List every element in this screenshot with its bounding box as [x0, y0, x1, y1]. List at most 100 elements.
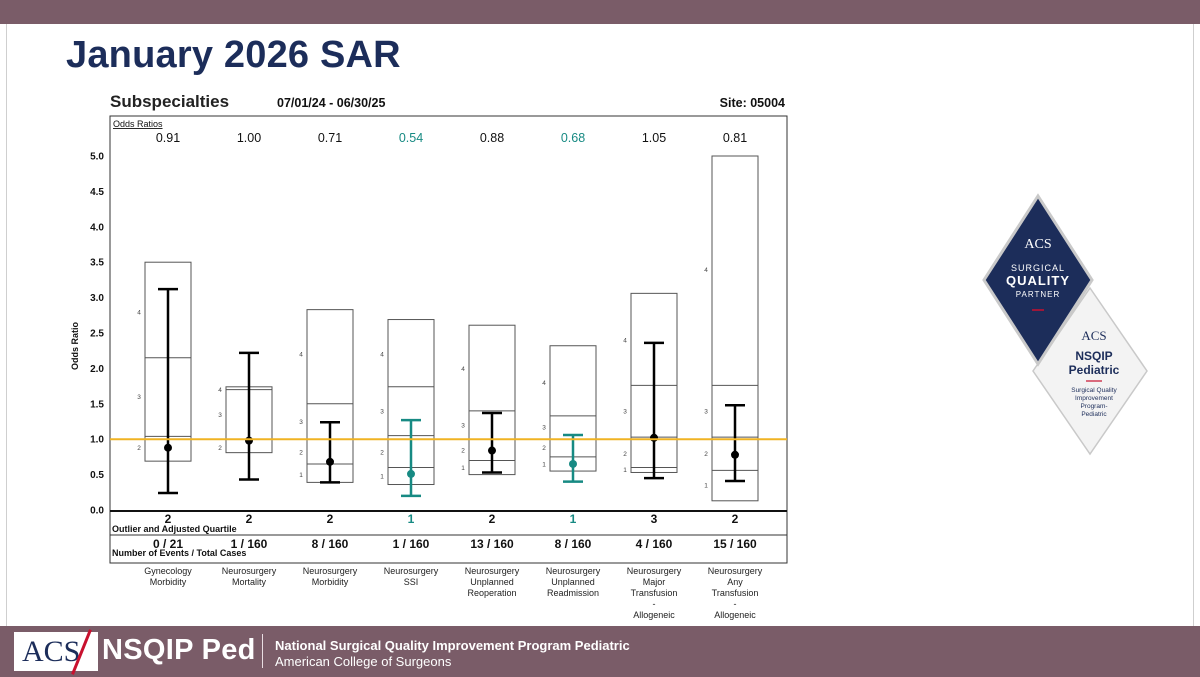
odds-ratio-point: [407, 469, 415, 478]
category-label: Neurosurgery: [303, 566, 358, 576]
odds-panel-frame: [109, 115, 788, 564]
events-total-value: 8 / 160: [312, 537, 349, 551]
category-label: Allogeneic: [633, 610, 675, 620]
quartile-number: 2: [623, 451, 627, 458]
category-label: Unplanned: [551, 577, 595, 587]
category-label: Gynecology: [144, 566, 192, 576]
odds-ratio-point: [488, 446, 496, 455]
top-bar: [0, 0, 1200, 24]
quartile-number: 3: [380, 408, 384, 415]
y-tick-label: 3.0: [90, 293, 104, 304]
quartile-number: 1: [542, 461, 546, 468]
odds-ratio-point: [245, 436, 253, 445]
events-total-value: 1 / 160: [393, 537, 430, 551]
category-label: Mortality: [232, 577, 267, 587]
ped-sub3: Program-: [1080, 403, 1107, 410]
y-tick-label: 0.0: [90, 506, 104, 517]
events-total-value: 15 / 160: [713, 537, 757, 551]
chart-title: Subspecialties: [110, 92, 229, 111]
quartile-number: 3: [542, 425, 546, 432]
ped-sub1: Surgical Quality: [1071, 387, 1117, 394]
category-label: Neurosurgery: [708, 566, 763, 576]
category-label: Neurosurgery: [627, 566, 682, 576]
category-label: -: [653, 599, 656, 609]
quartile-label: Outlier and Adjusted Quartile: [112, 524, 237, 534]
adjusted-quartile-value: 1: [570, 512, 577, 526]
events-total-value: 13 / 160: [470, 537, 514, 551]
quartile-number: 3: [704, 408, 708, 415]
odds-ratio-value: 1.05: [642, 131, 666, 145]
quartile-number: 3: [623, 408, 627, 415]
category-label: Morbidity: [150, 577, 187, 587]
category-label: Any: [727, 577, 743, 587]
left-border: [6, 24, 7, 626]
sqp-line2: QUALITY: [1006, 273, 1070, 288]
odds-ratio-point: [326, 457, 334, 466]
sqp-acs-text: ACS: [1024, 237, 1051, 252]
category-label: Neurosurgery: [465, 566, 520, 576]
y-tick-label: 3.5: [90, 258, 104, 269]
category-label: Major: [643, 577, 666, 587]
odds-ratio-point: [164, 443, 172, 452]
quartile-number: 2: [299, 449, 303, 456]
chart-site: Site: 05004: [720, 96, 785, 110]
quartile-number: 2: [461, 447, 465, 454]
adjusted-quartile-value: 2: [732, 512, 739, 526]
quartile-number: 4: [461, 366, 465, 373]
footer-program-fullname: National Surgical Quality Improvement Pr…: [275, 638, 630, 653]
quartile-number: 4: [299, 352, 303, 359]
odds-ratio-value: 0.68: [561, 131, 585, 145]
y-tick-label: 2.5: [90, 329, 104, 340]
category-column: 0.81 1 2 3 4 2 15 / 160 NeurosurgeryAnyTransfus…: [704, 131, 763, 620]
footer-acs-logo: ACS: [14, 629, 98, 675]
quartile-number: 3: [137, 394, 141, 401]
quartile-number: 1: [623, 467, 627, 474]
quartile-number: 2: [542, 445, 546, 452]
y-tick-label: 1.5: [90, 399, 104, 410]
sqp-badge-shape: [982, 193, 1094, 367]
odds-ratios-label: Odds Ratios: [113, 119, 163, 129]
adjusted-quartile-value: 3: [651, 512, 658, 526]
category-label: SSI: [404, 577, 419, 587]
y-tick-label: 5.0: [90, 152, 104, 163]
category-label: Transfusion: [631, 588, 678, 598]
ped-sub2: Improvement: [1075, 395, 1113, 402]
footer-acs-text: ACS: [22, 635, 81, 668]
partner-badges: ACS SURGICAL QUALITY PARTNER ACS NSQIP P…: [982, 193, 1148, 456]
category-column: 1.05 1 2 3 4 3 4 / 160 NeurosurgeryMajorTransfu…: [623, 131, 682, 620]
category-label: Reoperation: [467, 588, 516, 598]
quartile-number: 1: [704, 483, 708, 490]
ped-line1: NSQIP: [1075, 349, 1112, 363]
quartile-number: 3: [299, 419, 303, 426]
category-label: Neurosurgery: [222, 566, 277, 576]
ped-line2: Pediatric: [1069, 363, 1120, 377]
y-tick-label: 4.5: [90, 187, 104, 198]
odds-ratio-value: 0.81: [723, 131, 747, 145]
category-label: -: [734, 599, 737, 609]
quartile-box: [711, 155, 759, 502]
footer-bar: ACS NSQIP Ped National Surgical Quality …: [0, 626, 1200, 677]
quartile-number: 2: [380, 449, 384, 456]
right-border: [1193, 24, 1194, 626]
odds-ratio-value: 0.88: [480, 131, 504, 145]
adjusted-quartile-value: 2: [165, 512, 172, 526]
ped-sub4: Pediatric: [1081, 411, 1107, 418]
y-tick-label: 4.0: [90, 222, 104, 233]
quartile-number: 1: [380, 474, 384, 481]
odds-ratio-point: [731, 450, 739, 459]
y-tick-label: 2.0: [90, 364, 104, 375]
quartile-box: [468, 324, 516, 476]
adjusted-quartile-value: 2: [246, 512, 253, 526]
category-label: Readmission: [547, 588, 599, 598]
quartile-number: 1: [299, 472, 303, 479]
quartile-number: 4: [623, 338, 627, 345]
events-total-value: 1 / 160: [231, 537, 268, 551]
category-column: 0.88 1 2 3 4 2 13 / 160 NeurosurgeryUnplannedRe…: [461, 131, 520, 598]
quartile-number: 4: [137, 309, 141, 316]
quartile-number: 2: [704, 451, 708, 458]
category-label: Allogeneic: [714, 610, 756, 620]
